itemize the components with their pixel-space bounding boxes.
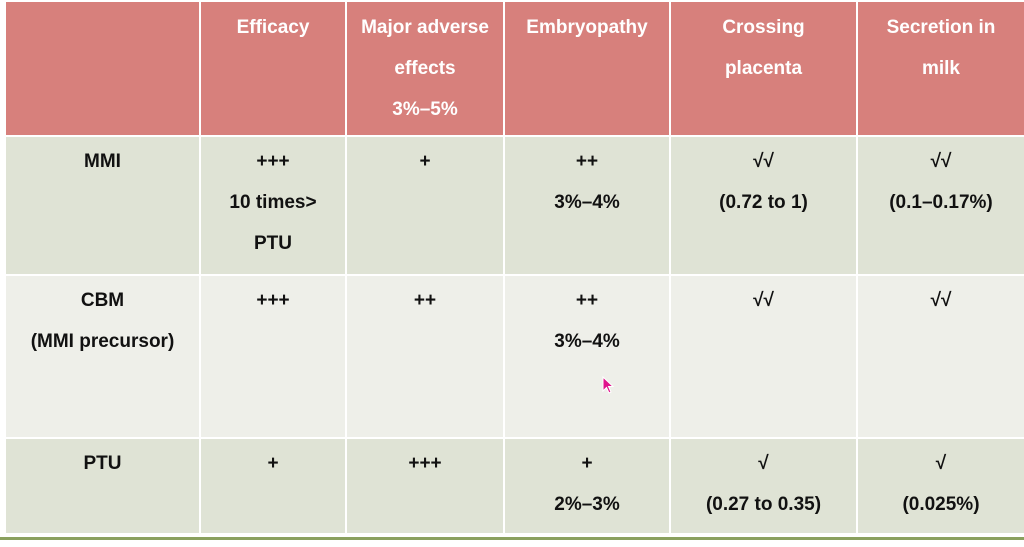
header-text: Efficacy — [236, 17, 310, 38]
table-cell-adverse-effects: ++ — [345, 274, 505, 439]
comparison-table: Efficacy Major adverse effects 3%–5% Emb… — [4, 0, 1024, 535]
cell-text: 2%–3% — [554, 494, 620, 515]
table-cell-placenta: √ (0.27 to 0.35) — [669, 437, 858, 535]
cell-text: (0.72 to 1) — [719, 192, 808, 213]
table-cell-efficacy: + — [199, 437, 347, 535]
cell-text: √√ — [930, 290, 952, 311]
table-cell-embryopathy: ++ 3%–4% — [503, 274, 671, 439]
table-cell-drug: MMI — [4, 135, 201, 276]
cell-text: ++ — [575, 151, 599, 172]
cell-text: (MMI precursor) — [30, 331, 175, 352]
table-cell-embryopathy: ++ 3%–4% — [503, 135, 671, 276]
cell-text: (0.1–0.17%) — [889, 192, 993, 213]
cell-text: √ — [935, 453, 947, 474]
header-text: placenta — [724, 58, 803, 79]
cell-text: √√ — [753, 151, 774, 172]
cell-text: √√ — [753, 290, 774, 311]
header-text: Secretion in — [886, 17, 996, 38]
header-text: 3%–5% — [392, 99, 458, 120]
table-cell-adverse-effects: + — [345, 135, 505, 276]
table-cell-placenta: √√ — [669, 274, 858, 439]
header-text: Crossing — [722, 17, 805, 38]
footer-divider — [0, 537, 1024, 540]
table-cell-drug: PTU — [4, 437, 201, 535]
header-secretion-in-milk: Secretion in milk — [856, 0, 1024, 137]
header-text: milk — [921, 58, 961, 79]
cell-text: + — [419, 151, 431, 172]
cell-text: 10 times> — [229, 192, 317, 213]
header-embryopathy: Embryopathy — [503, 0, 671, 137]
table-row-ptu: PTU + +++ + 2%–3% √ (0.27 to 0.35) √ — [4, 437, 1024, 535]
table-cell-efficacy: +++ 10 times> PTU — [199, 135, 347, 276]
cell-text: + — [581, 453, 593, 474]
cell-text: ++ — [413, 290, 437, 311]
table-cell-efficacy: +++ — [199, 274, 347, 439]
cell-text: 3%–4% — [554, 192, 620, 213]
cell-text: PTU — [83, 453, 122, 474]
cell-text: CBM — [80, 290, 125, 311]
table-cell-placenta: √√ (0.72 to 1) — [669, 135, 858, 276]
header-text: effects — [394, 58, 456, 79]
table-row-mmi: MMI +++ 10 times> PTU + ++ 3%–4% √√ (0.7… — [4, 135, 1024, 276]
table-cell-milk: √ (0.025%) — [856, 437, 1024, 535]
cell-text: (0.025%) — [902, 494, 980, 515]
cell-text: MMI — [84, 151, 121, 172]
table-cell-milk: √√ (0.1–0.17%) — [856, 135, 1024, 276]
header-text: Embryopathy — [526, 17, 648, 38]
cell-text: √√ — [930, 151, 952, 172]
mouse-pointer-icon — [602, 376, 614, 394]
cell-text: +++ — [408, 453, 442, 474]
table-cell-milk: √√ — [856, 274, 1024, 439]
cell-text: PTU — [254, 233, 292, 254]
table-cell-embryopathy: + 2%–3% — [503, 437, 671, 535]
header-crossing-placenta: Crossing placenta — [669, 0, 858, 137]
cell-text: ++ — [575, 290, 599, 311]
table-cell-adverse-effects: +++ — [345, 437, 505, 535]
header-major-adverse-effects: Major adverse effects 3%–5% — [345, 0, 505, 137]
header-row: Efficacy Major adverse effects 3%–5% Emb… — [4, 0, 1024, 137]
header-cell-blank — [4, 0, 201, 137]
cell-text: +++ — [256, 290, 290, 311]
cell-text: 3%–4% — [554, 331, 620, 352]
header-text: Major adverse — [361, 17, 489, 38]
cell-text: +++ — [256, 151, 290, 172]
header-efficacy: Efficacy — [199, 0, 347, 137]
cell-text: √ — [758, 453, 769, 474]
table-row-cbm: CBM (MMI precursor) +++ ++ ++ 3%–4% √√ √ — [4, 274, 1024, 439]
cell-text: + — [267, 453, 279, 474]
table-cell-drug: CBM (MMI precursor) — [4, 274, 201, 439]
cell-text: (0.27 to 0.35) — [705, 494, 822, 515]
